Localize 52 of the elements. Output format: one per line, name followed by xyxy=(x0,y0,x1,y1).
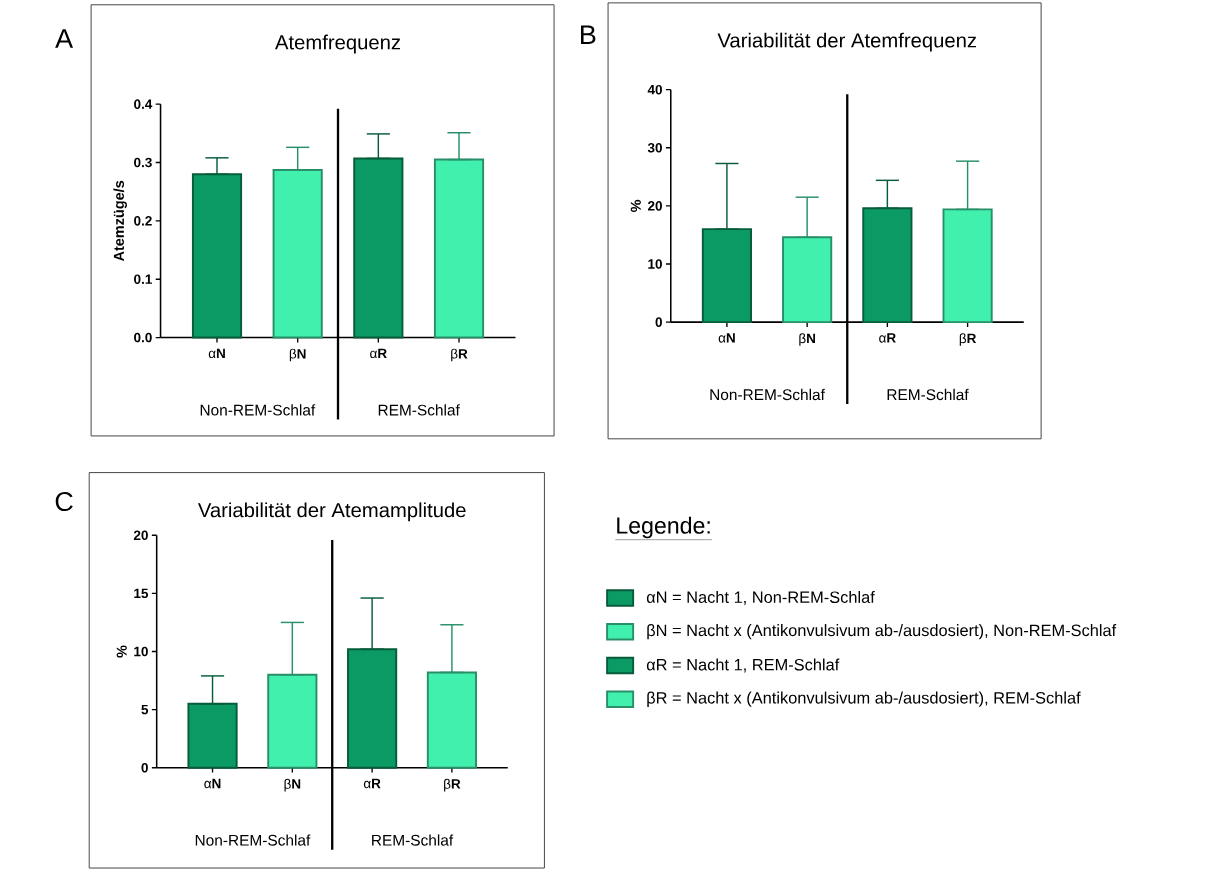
y-tick-label: 0 xyxy=(141,762,148,773)
x-tick-label: αN xyxy=(718,333,735,343)
y-axis-title: % xyxy=(116,645,127,658)
text: Non-REM-Schlaf xyxy=(200,404,316,416)
y-tick-label: 0.3 xyxy=(134,157,152,168)
x-tick-label: βR xyxy=(451,348,468,362)
bar xyxy=(187,702,238,769)
y-tick-label: 0.0 xyxy=(134,332,152,343)
bar xyxy=(191,173,243,339)
text: REM-Schlaf xyxy=(372,834,454,846)
text: C xyxy=(55,491,73,512)
category-label: αN = Nacht 1, Non-REM-Schlaf xyxy=(646,590,875,605)
y-tick-label: 20 xyxy=(647,201,662,211)
text: A xyxy=(55,29,74,48)
category-label: βR = Nacht x (Antikonvulsivum ab-/ausdosiert), REM-Schlaf xyxy=(647,691,1081,707)
y-axis-title: Atemzüge/s xyxy=(113,180,127,262)
y-tick-label: 0.1 xyxy=(134,274,152,284)
bar xyxy=(347,648,398,769)
x-tick-label: βR xyxy=(959,333,977,346)
x-tick-label: βR xyxy=(444,778,461,792)
y-tick-label: 30 xyxy=(647,142,662,153)
y-tick-label: 0.2 xyxy=(134,216,152,226)
text: Non-REM-Schlaf xyxy=(710,388,825,401)
text: B xyxy=(581,25,596,44)
y-tick-label: 10 xyxy=(648,259,662,269)
text: REM-Schlaf xyxy=(378,404,460,416)
x-tick-label: αN xyxy=(204,778,221,789)
text: REM-Schlaf xyxy=(887,388,969,401)
y-tick-label: 0 xyxy=(655,317,662,327)
chart-title: Atemfrequenz xyxy=(275,34,401,54)
bar xyxy=(701,228,752,324)
x-tick-label: αR xyxy=(370,348,387,359)
chart-title: Variabilität der Atemfrequenz xyxy=(717,32,977,52)
y-axis-title: % xyxy=(630,199,641,212)
x-tick-label: βN xyxy=(799,333,815,346)
x-tick-label: αN xyxy=(208,348,225,359)
y-tick-label: 15 xyxy=(134,588,149,599)
chart-title: Variabilität der Atemamplitude xyxy=(197,502,466,522)
bar xyxy=(272,169,323,339)
category-label: αR = Nacht 1, REM-Schlaf xyxy=(646,658,840,673)
text: Legende: xyxy=(617,516,710,539)
y-tick-label: 40 xyxy=(647,84,662,95)
text: Non-REM-Schlaf xyxy=(195,834,311,846)
x-tick-label: αR xyxy=(879,333,896,343)
x-tick-label: βN xyxy=(284,778,301,792)
y-tick-label: 5 xyxy=(141,704,149,715)
y-tick-label: 20 xyxy=(133,530,148,541)
category-label: βN = Nacht x (Antikonvulsivum ab-/ausdosiert), Non-REM-Schlaf xyxy=(647,624,1117,640)
x-tick-label: βN xyxy=(289,348,306,362)
y-tick-label: 0.4 xyxy=(134,99,153,109)
x-tick-label: αR xyxy=(363,778,381,789)
y-tick-label: 10 xyxy=(134,646,148,657)
